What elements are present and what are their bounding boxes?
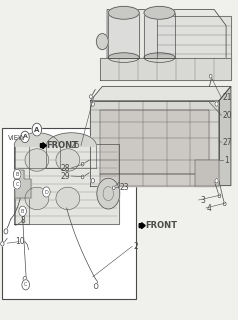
Polygon shape [14, 144, 119, 224]
Ellipse shape [25, 187, 49, 210]
Ellipse shape [144, 6, 175, 19]
Polygon shape [100, 58, 231, 80]
Ellipse shape [108, 53, 139, 62]
Polygon shape [144, 13, 175, 58]
Text: 25: 25 [70, 141, 80, 150]
Text: 2: 2 [133, 242, 138, 251]
Text: B: B [15, 172, 19, 177]
Circle shape [13, 169, 21, 180]
Circle shape [215, 179, 218, 183]
Circle shape [215, 102, 218, 106]
Text: 8: 8 [20, 216, 25, 225]
Circle shape [223, 202, 226, 206]
Circle shape [19, 206, 26, 216]
Polygon shape [90, 101, 219, 186]
Circle shape [13, 179, 21, 189]
Circle shape [112, 186, 115, 190]
Polygon shape [219, 86, 231, 186]
Circle shape [1, 242, 4, 246]
Text: FRONT: FRONT [145, 221, 177, 230]
Circle shape [81, 162, 84, 166]
Text: 1: 1 [224, 156, 228, 164]
Circle shape [89, 95, 92, 99]
Bar [2, 128, 136, 299]
Text: 21: 21 [223, 93, 232, 102]
Circle shape [22, 280, 30, 290]
Ellipse shape [56, 149, 80, 171]
Circle shape [97, 178, 120, 209]
Text: 28: 28 [61, 164, 70, 172]
Polygon shape [157, 16, 231, 64]
Polygon shape [100, 110, 209, 174]
Circle shape [4, 229, 8, 234]
Circle shape [21, 131, 29, 143]
Polygon shape [100, 174, 209, 186]
Text: A: A [34, 127, 40, 132]
Text: C: C [24, 282, 27, 287]
Circle shape [91, 179, 94, 183]
Ellipse shape [108, 6, 139, 19]
Circle shape [91, 102, 94, 106]
Circle shape [23, 276, 27, 282]
Polygon shape [195, 160, 219, 186]
Ellipse shape [144, 53, 175, 62]
Text: D: D [45, 189, 48, 195]
Polygon shape [14, 133, 60, 146]
Text: A: A [23, 134, 27, 140]
Polygon shape [90, 86, 231, 101]
FancyArrow shape [40, 143, 46, 148]
Circle shape [218, 194, 221, 198]
Text: FRONT: FRONT [46, 141, 78, 150]
Text: 10: 10 [15, 237, 25, 246]
Text: 20: 20 [223, 111, 232, 120]
Text: 23: 23 [119, 183, 129, 192]
Text: 29: 29 [61, 172, 70, 180]
Polygon shape [46, 133, 96, 146]
Circle shape [94, 284, 98, 289]
Text: 3: 3 [200, 196, 205, 204]
Ellipse shape [25, 149, 49, 171]
Polygon shape [108, 13, 139, 58]
Polygon shape [107, 10, 226, 64]
Circle shape [96, 34, 108, 50]
Text: 27: 27 [223, 138, 232, 147]
Circle shape [209, 74, 212, 78]
Circle shape [81, 175, 84, 179]
Ellipse shape [56, 187, 80, 210]
Circle shape [32, 123, 42, 136]
FancyArrow shape [139, 223, 145, 228]
Circle shape [43, 187, 50, 197]
Polygon shape [15, 170, 31, 198]
Text: VIEW: VIEW [8, 135, 26, 140]
Text: B: B [21, 209, 24, 214]
Text: C: C [15, 181, 19, 187]
Text: 4: 4 [207, 204, 212, 212]
